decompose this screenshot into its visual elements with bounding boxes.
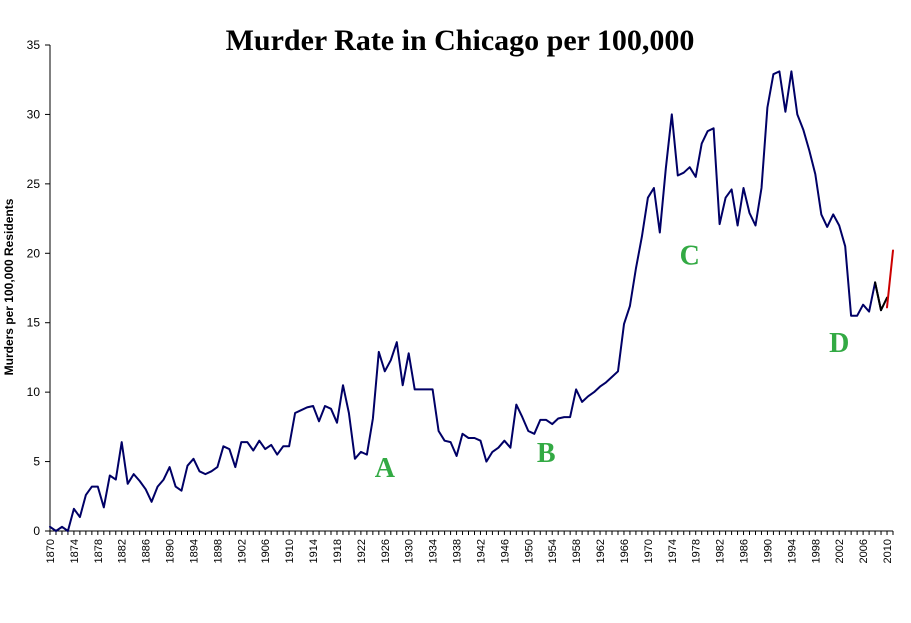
x-tick-label: 1938: [452, 539, 464, 563]
x-tick-label: 1922: [356, 539, 368, 563]
annotation-d: D: [829, 328, 849, 359]
y-tick-label: 30: [27, 107, 41, 121]
x-tick-label: 1918: [332, 539, 344, 563]
x-tick-label: 1970: [643, 539, 655, 563]
x-tick-label: 1906: [260, 539, 272, 563]
y-tick-label: 5: [33, 455, 40, 469]
series-line-1: [874, 281, 888, 312]
x-tick-label: 1962: [595, 539, 607, 563]
x-tick-label: 1878: [93, 539, 105, 563]
y-tick-label: 15: [27, 316, 41, 330]
annotation-c: C: [680, 241, 700, 272]
x-tick-label: 1934: [428, 539, 440, 563]
x-tick-label: 1874: [69, 539, 81, 563]
x-tick-label: 1990: [762, 539, 774, 563]
x-tick-label: 1966: [619, 539, 631, 563]
x-tick-label: 1898: [212, 539, 224, 563]
x-tick-label: 1942: [475, 539, 487, 563]
x-tick-label: 1978: [691, 539, 703, 563]
x-tick-label: 1882: [117, 539, 129, 563]
x-tick-label: 1946: [499, 539, 511, 563]
y-tick-label: 20: [27, 246, 41, 260]
x-tick-label: 1930: [404, 539, 416, 563]
x-tick-label: 1886: [141, 539, 153, 563]
x-tick-label: 1890: [165, 539, 177, 563]
x-tick-label: 1986: [739, 539, 751, 563]
plot-area: 0 5 10 15 20 25 30 35 1870 1874 1878 1882 1886 1890 18…: [27, 38, 894, 563]
annotation-b: B: [537, 438, 556, 469]
x-tick-label: 1958: [571, 539, 583, 563]
x-tick-label: 1950: [523, 539, 535, 563]
x-tick-label: 1910: [284, 539, 296, 563]
x-tick-label: 2002: [834, 539, 846, 563]
y-axis-label: Murders per 100,000 Residents: [2, 198, 16, 375]
x-tick-label: 1870: [45, 539, 57, 563]
y-tick-label: 25: [27, 177, 41, 191]
series-line-2: [886, 249, 894, 309]
x-tick-label: 1974: [667, 539, 679, 563]
y-tick-label: 10: [27, 385, 41, 399]
annotation-a: A: [375, 453, 396, 484]
x-tick-label: 1894: [188, 539, 200, 563]
x-tick-label: 1926: [380, 539, 392, 563]
x-tick-label: 1902: [236, 539, 248, 563]
x-tick-label: 1982: [715, 539, 727, 563]
x-tick-label: 1954: [547, 539, 559, 563]
x-tick-label: 1994: [786, 539, 798, 563]
y-tick-label: 35: [27, 38, 41, 52]
x-tick-label: 2010: [882, 539, 894, 563]
series-line-0: [49, 70, 882, 532]
x-tick-label: 2006: [858, 539, 870, 563]
chart-title: Murder Rate in Chicago per 100,000: [226, 24, 695, 57]
y-tick-label: 0: [33, 524, 40, 538]
x-tick-label: 1998: [810, 539, 822, 563]
x-tick-label: 1914: [308, 539, 320, 563]
